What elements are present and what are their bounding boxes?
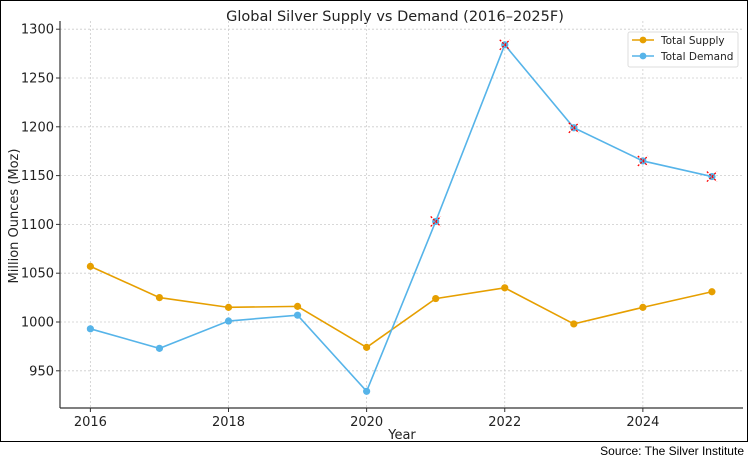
chart-title: Global Silver Supply vs Demand (2016–202… xyxy=(226,9,564,25)
series-line-total-supply xyxy=(90,265,713,349)
x-tick-label: 2022 xyxy=(488,415,521,430)
data-point xyxy=(224,303,233,311)
highlight-x-marker xyxy=(637,155,649,167)
x-axis-label: Year xyxy=(387,428,416,441)
data-point xyxy=(363,343,371,351)
data-point xyxy=(86,325,94,333)
data-point xyxy=(293,311,302,319)
highlight-x-marker xyxy=(706,171,718,183)
legend-label: Total Demand xyxy=(660,51,733,63)
data-point xyxy=(639,303,647,311)
highlight-x-marker xyxy=(430,216,442,227)
y-tick-label: 1100 xyxy=(21,218,54,233)
x-tick-label: 2024 xyxy=(626,415,659,430)
x-tick-label: 2020 xyxy=(350,415,383,430)
data-point xyxy=(293,302,302,310)
data-point xyxy=(708,288,716,296)
data-point xyxy=(570,320,578,328)
data-point xyxy=(363,387,371,395)
legend-marker xyxy=(639,36,647,44)
data-point xyxy=(155,344,164,352)
legend-box xyxy=(627,31,739,68)
line-chart: Global Silver Supply vs Demand (2016–202… xyxy=(7,9,743,443)
legend-marker xyxy=(639,52,647,60)
y-tick-label: 950 xyxy=(29,364,54,379)
data-point xyxy=(86,262,94,270)
chart-frame: Global Silver Supply vs Demand (2016–202… xyxy=(0,0,748,443)
x-tick-label: 2016 xyxy=(74,415,107,430)
highlight-x-marker xyxy=(499,39,511,51)
data-point xyxy=(432,294,440,303)
y-tick-label: 1000 xyxy=(21,316,54,331)
y-tick-label: 1200 xyxy=(21,120,54,135)
series-line-total-demand xyxy=(90,43,713,393)
y-tick-label: 1050 xyxy=(21,267,54,282)
highlight-x-marker xyxy=(568,122,580,134)
y-axis-label: Million Ounces (Moz) xyxy=(7,149,22,284)
legend-label: Total Supply xyxy=(660,35,725,47)
data-point xyxy=(501,284,509,292)
x-tick-label: 2018 xyxy=(212,415,245,430)
data-point xyxy=(224,317,233,325)
y-tick-label: 1150 xyxy=(21,169,54,184)
y-tick-label: 1300 xyxy=(21,23,54,38)
y-tick-label: 1250 xyxy=(21,72,54,87)
source-note: Source: The Silver Institute xyxy=(600,444,744,458)
data-point xyxy=(155,294,164,302)
legend: Total Supply Total Demand xyxy=(627,31,739,68)
